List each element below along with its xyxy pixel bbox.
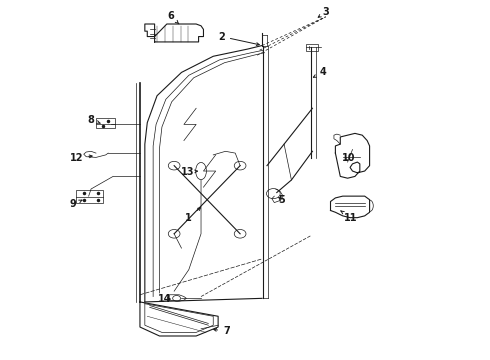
FancyBboxPatch shape bbox=[76, 190, 103, 203]
Text: 13: 13 bbox=[181, 167, 197, 177]
Text: 9: 9 bbox=[70, 199, 82, 210]
Text: 11: 11 bbox=[341, 211, 357, 222]
Text: 8: 8 bbox=[88, 115, 100, 125]
Text: 2: 2 bbox=[218, 32, 259, 45]
Text: 7: 7 bbox=[214, 326, 230, 336]
Ellipse shape bbox=[196, 162, 206, 180]
FancyBboxPatch shape bbox=[96, 118, 115, 128]
Text: 6: 6 bbox=[168, 11, 179, 24]
Text: 1: 1 bbox=[185, 208, 200, 222]
FancyBboxPatch shape bbox=[306, 44, 318, 51]
Text: 12: 12 bbox=[70, 153, 92, 163]
Text: 10: 10 bbox=[342, 153, 355, 163]
Text: 5: 5 bbox=[278, 195, 285, 205]
Text: 14: 14 bbox=[158, 294, 172, 304]
Text: 3: 3 bbox=[318, 7, 329, 17]
Text: 4: 4 bbox=[314, 67, 326, 77]
